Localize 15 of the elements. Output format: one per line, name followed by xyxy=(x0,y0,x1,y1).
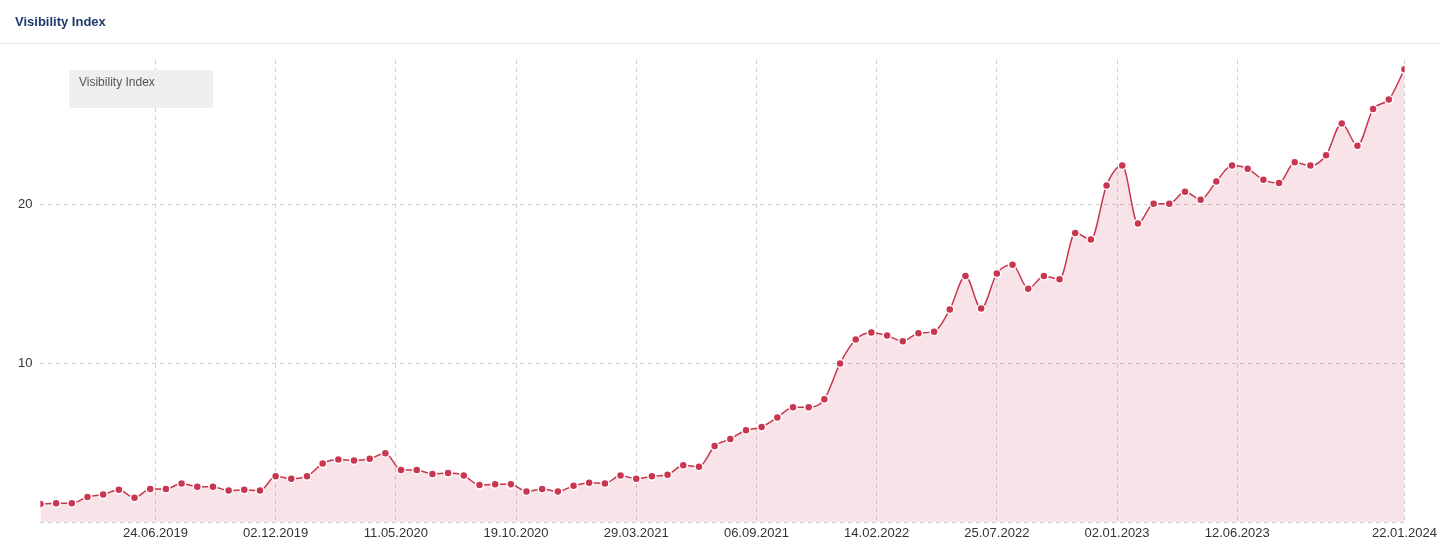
x-tick-label: 24.06.2019 xyxy=(122,524,188,540)
x-tick-label: 11.05.2020 xyxy=(363,524,428,540)
x-tick-label: 14.02.2022 xyxy=(844,524,910,540)
tooltip-box: Visibility Index xyxy=(69,70,213,108)
y-tick-label: 20 xyxy=(17,196,33,212)
x-tick-label: 22.01.2024 xyxy=(1371,524,1438,540)
x-tick-label: 25.07.2022 xyxy=(964,524,1030,540)
chart-title: Visibility Index xyxy=(0,0,1440,44)
x-tick-label: 19.10.2020 xyxy=(483,524,549,540)
x-tick-label: 02.01.2023 xyxy=(1084,524,1150,540)
x-tick-label: 29.03.2021 xyxy=(603,524,669,540)
x-tick-label: 12.06.2023 xyxy=(1204,524,1270,540)
x-tick-label: 06.09.2021 xyxy=(723,524,789,540)
y-tick-label: 10 xyxy=(17,355,33,371)
x-tick-label: 02.12.2019 xyxy=(243,524,309,540)
